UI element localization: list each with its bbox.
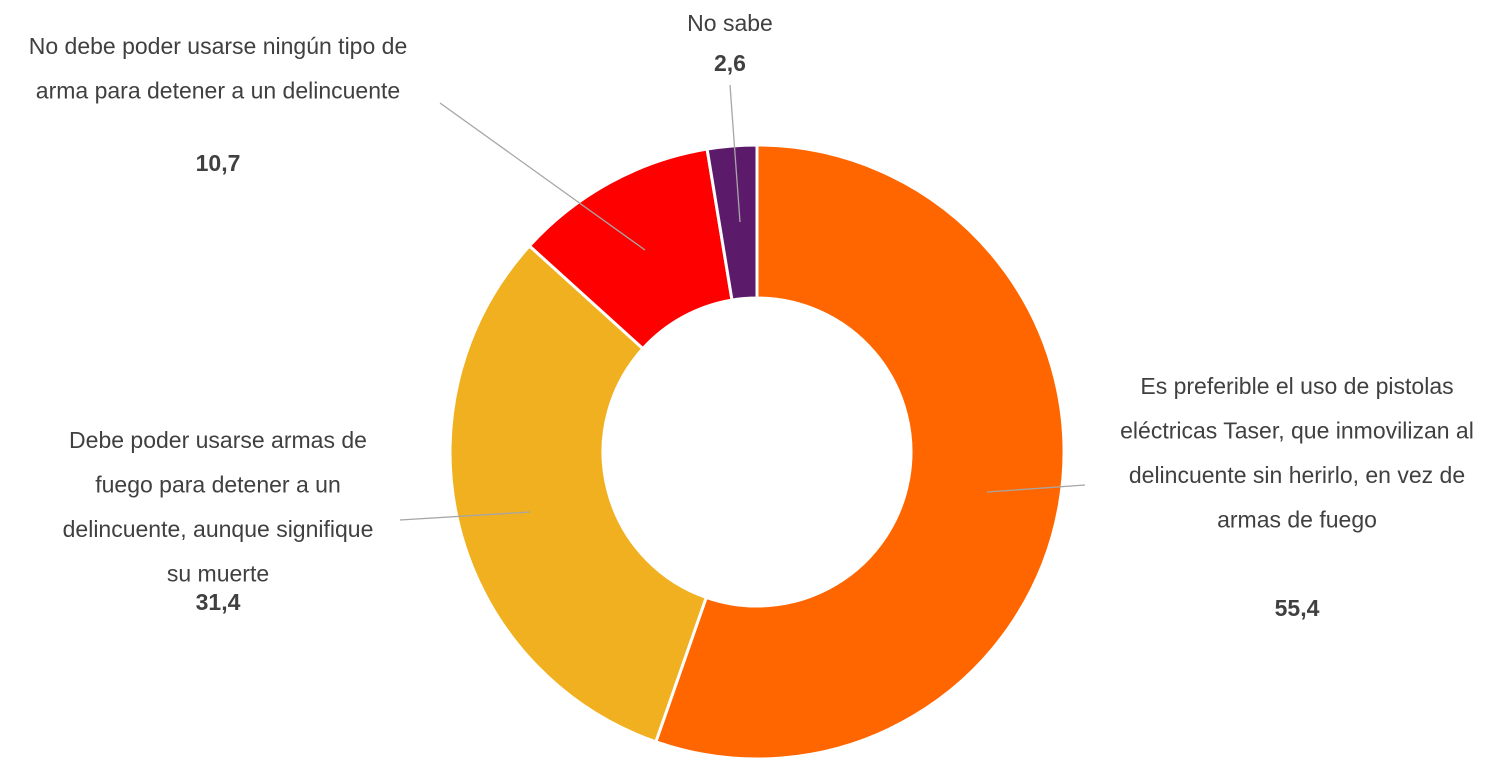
label-line: No debe poder usarse ningún tipo de xyxy=(29,33,408,59)
label-line: delincuente sin herirlo, en vez de xyxy=(1129,462,1465,488)
label-line: su muerte xyxy=(167,561,269,587)
leader-line xyxy=(399,511,531,521)
value-label: 55,4 xyxy=(1275,595,1320,621)
category-label: Debe poder usarse armas de fuego para det… xyxy=(63,427,374,587)
value-label: 2,6 xyxy=(714,50,746,76)
label-line: delincuente, aunque signifique xyxy=(63,516,374,542)
label-line: armas de fuego xyxy=(1217,507,1377,533)
category-label: Es preferible el uso de pistolas eléctric… xyxy=(1120,373,1474,533)
value-label: 10,7 xyxy=(196,150,241,176)
label-line: No sabe xyxy=(687,10,773,36)
value-label: 31,4 xyxy=(196,589,241,615)
label-line: eléctricas Taser, que inmovilizan al xyxy=(1120,418,1474,444)
label-line: Debe poder usarse armas de xyxy=(69,427,367,453)
leader-line xyxy=(439,102,646,251)
label-line: Es preferible el uso de pistolas xyxy=(1140,373,1453,399)
category-label: No debe poder usarse ningún tipo de arma … xyxy=(29,33,408,104)
donut-slice xyxy=(705,143,759,302)
label-line: fuego para detener a un xyxy=(95,472,341,498)
donut-slice xyxy=(653,143,1066,761)
leader-line xyxy=(986,484,1086,493)
label-line: arma para detener a un delincuente xyxy=(36,78,400,104)
donut-slice xyxy=(448,243,709,744)
leader-line xyxy=(729,84,741,223)
category-label: No sabe xyxy=(687,10,773,36)
